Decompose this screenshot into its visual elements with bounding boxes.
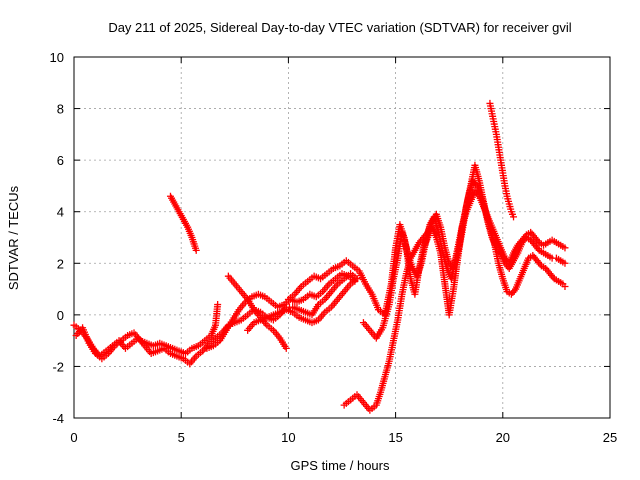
series-track-j (359, 187, 569, 342)
data-point (561, 259, 569, 267)
data-point (282, 344, 290, 352)
series-track-g (244, 275, 361, 334)
data-point (510, 213, 518, 221)
data-marks (70, 99, 569, 414)
x-tick-label: 0 (70, 430, 77, 445)
series-track-b (72, 301, 222, 363)
x-tick-label: 10 (281, 430, 295, 445)
y-tick-label: 2 (57, 256, 64, 271)
series-track-c (166, 192, 200, 254)
y-tick-label: -2 (52, 359, 64, 374)
data-point (192, 246, 200, 254)
x-tick-label: 25 (603, 430, 617, 445)
data-point (561, 244, 569, 252)
grid (74, 57, 610, 418)
series-track-k (486, 99, 518, 221)
x-axis-label: GPS time / hours (291, 458, 390, 473)
plot-border (73, 56, 611, 419)
x-tick-label: 5 (178, 430, 185, 445)
y-tick-label: 6 (57, 153, 64, 168)
y-tick-label: -4 (52, 411, 64, 426)
axis-ticks (73, 56, 611, 419)
x-tick-label: 15 (388, 430, 402, 445)
series-track-d (203, 270, 359, 352)
y-axis-label: SDTVAR / TECUs (6, 185, 21, 290)
y-tick-label: 10 (50, 50, 64, 65)
chart-title: Day 211 of 2025, Sidereal Day-to-day VTE… (108, 20, 571, 35)
series-track-f (224, 272, 290, 352)
y-tick-label: 0 (57, 308, 64, 323)
data-point (214, 301, 222, 309)
data-point (561, 282, 569, 290)
y-tick-label: 8 (57, 102, 64, 117)
y-tick-label: 4 (57, 205, 64, 220)
y-tick-labels: -4 -2 0 2 4 6 8 10 (50, 50, 64, 426)
x-tick-label: 20 (496, 430, 510, 445)
data-point (353, 275, 361, 283)
x-tick-labels: 0 5 10 15 20 25 (70, 430, 617, 445)
